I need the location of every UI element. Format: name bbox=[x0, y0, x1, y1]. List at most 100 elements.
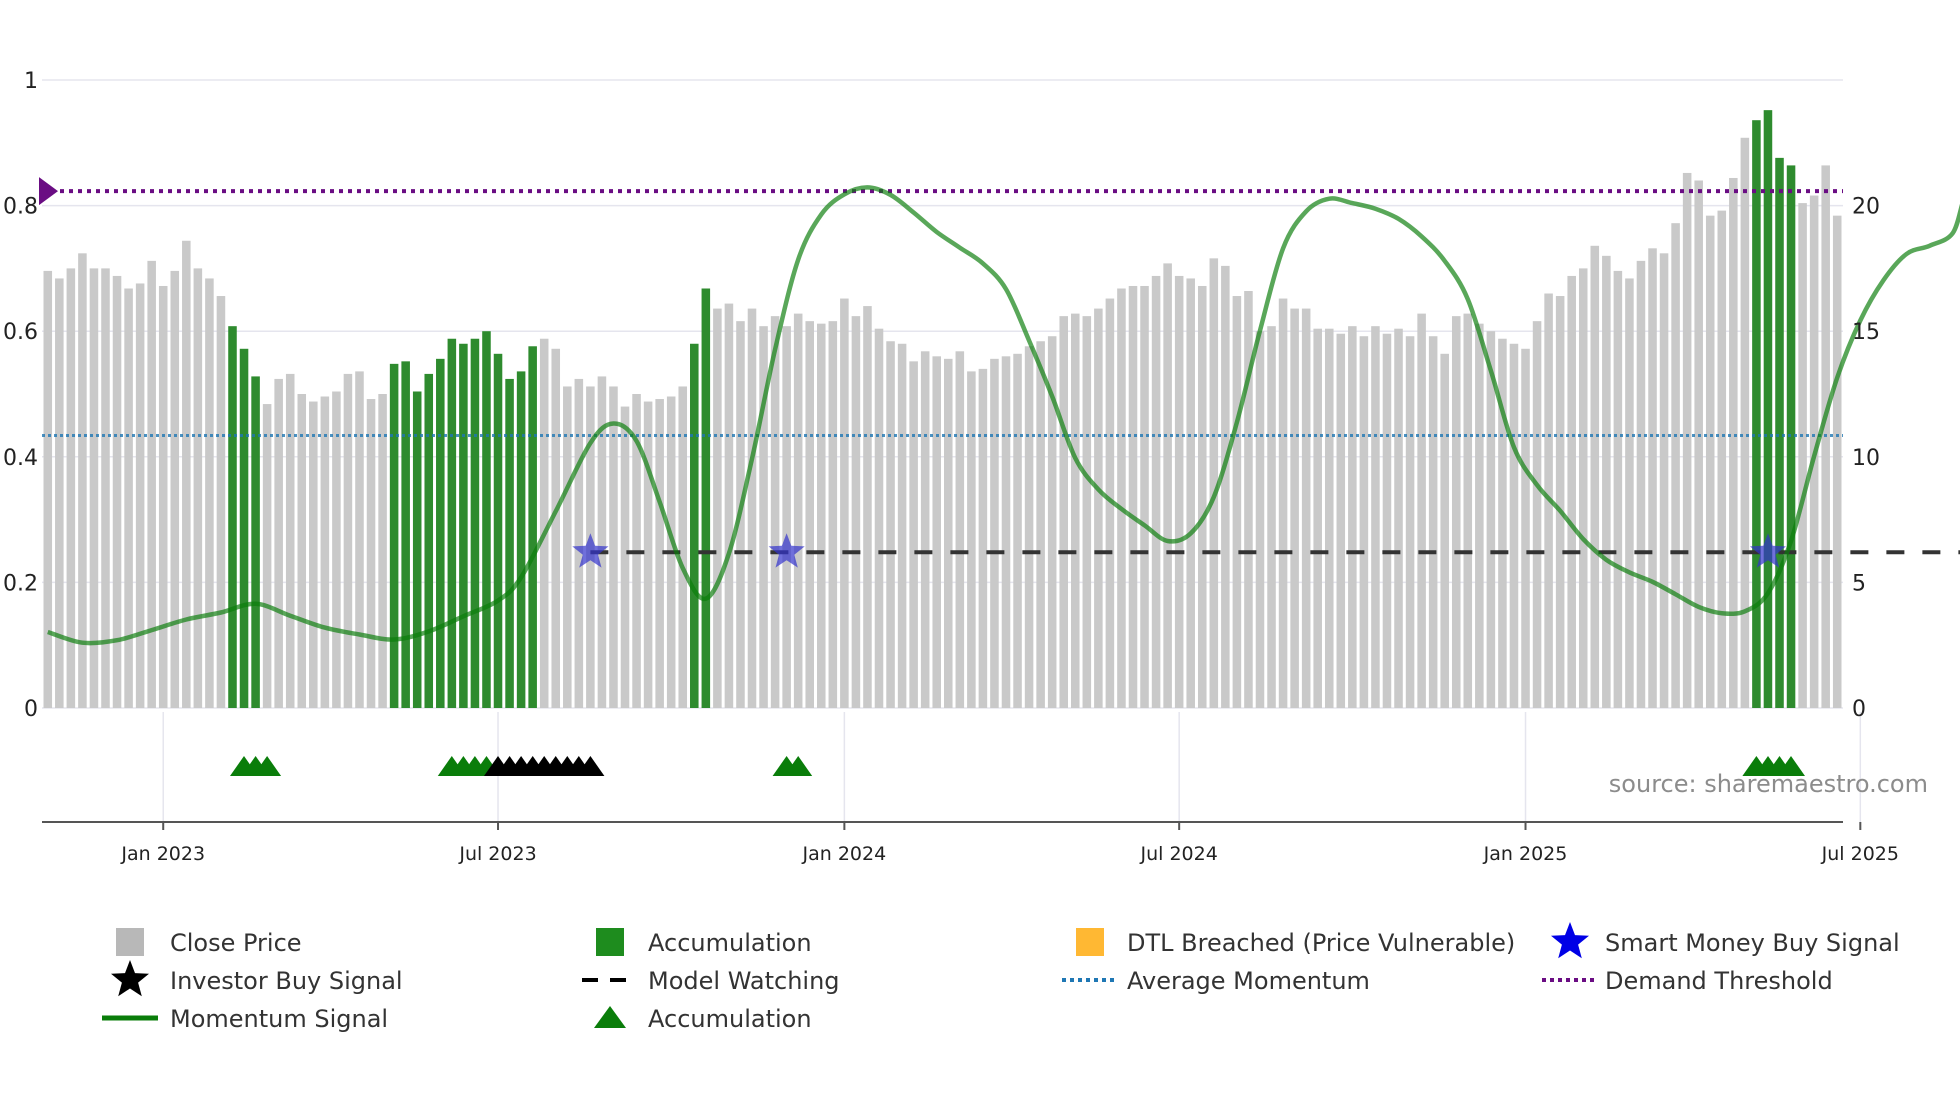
legend-swatch bbox=[596, 928, 624, 956]
close-price-bar bbox=[770, 316, 780, 708]
close-price-bar bbox=[828, 321, 838, 708]
close-price-bar bbox=[1648, 248, 1657, 708]
close-price-bar bbox=[1509, 343, 1519, 708]
smart-money-buy-star bbox=[1749, 533, 1786, 568]
close-price-bar bbox=[1105, 298, 1115, 708]
left-axis-tick: 1 bbox=[24, 69, 38, 94]
close-price-bar bbox=[793, 313, 803, 708]
close-price-bar bbox=[1301, 308, 1311, 708]
right-axis-tick: 0 bbox=[1852, 697, 1866, 722]
close-price-bar bbox=[1013, 353, 1022, 708]
close-price-bar bbox=[1717, 210, 1727, 708]
legend-swatch bbox=[1076, 928, 1104, 956]
accumulation-bar bbox=[1763, 110, 1773, 709]
close-price-bar bbox=[747, 308, 757, 708]
momentum-signal-line bbox=[47, 185, 1960, 646]
close-price-bar bbox=[678, 386, 688, 708]
close-price-bar bbox=[1659, 253, 1669, 708]
close-price-bar bbox=[782, 326, 791, 708]
legend-item: Model Watching bbox=[582, 967, 840, 995]
close-price-bar bbox=[1740, 137, 1750, 708]
close-price-bar bbox=[1070, 313, 1080, 708]
close-price-bar bbox=[1128, 285, 1138, 708]
close-price-bar bbox=[920, 351, 930, 708]
legend-star-icon bbox=[1551, 922, 1589, 959]
close-price-bar bbox=[1451, 316, 1461, 708]
x-axis: Jan 2023 Jul 2023 Jan 2024 Jul 2024 Jan 2025… bbox=[42, 821, 1899, 865]
accumulation-bar bbox=[412, 391, 422, 708]
close-price-bar bbox=[1163, 263, 1172, 708]
close-price-bar bbox=[886, 341, 895, 708]
close-price-bar bbox=[1001, 356, 1011, 708]
close-price-bar bbox=[66, 268, 76, 708]
legend-swatch bbox=[116, 928, 144, 956]
accumulation-bar bbox=[482, 331, 491, 708]
close-price-bar bbox=[1174, 275, 1184, 708]
left-axis-tick: 0.4 bbox=[3, 446, 38, 471]
close-price-bar bbox=[897, 343, 907, 708]
close-price-bar bbox=[1578, 268, 1588, 708]
legend-item: DTL Breached (Price Vulnerable) bbox=[1076, 928, 1515, 957]
legend-item: Close Price bbox=[116, 928, 302, 957]
close-price-bar bbox=[944, 358, 953, 708]
close-price-bar bbox=[609, 386, 618, 708]
demand-threshold-marker bbox=[39, 177, 58, 206]
close-price-bar bbox=[366, 399, 376, 708]
legend-label: Investor Buy Signal bbox=[170, 967, 403, 995]
close-price-bar bbox=[1682, 172, 1692, 709]
accumulation-bar bbox=[239, 348, 249, 708]
close-price-bar bbox=[563, 386, 572, 708]
close-price-bar bbox=[978, 368, 988, 708]
x-axis-tick-label: Jul 2024 bbox=[1140, 843, 1218, 865]
accumulation-bar bbox=[459, 343, 468, 708]
legend-item: Demand Threshold bbox=[1542, 967, 1833, 995]
close-price-bar bbox=[1336, 333, 1346, 708]
close-price-bar bbox=[1428, 336, 1438, 708]
right-axis-tick: 10 bbox=[1852, 446, 1880, 471]
accumulation-bar bbox=[424, 373, 434, 708]
close-price-bar bbox=[1486, 331, 1496, 708]
close-price-bar bbox=[1359, 336, 1369, 708]
close-price-bar bbox=[320, 396, 330, 708]
x-axis-tick-label: Jul 2025 bbox=[1821, 843, 1899, 865]
close-price-bar bbox=[1036, 341, 1045, 708]
close-price-bar bbox=[1694, 180, 1703, 709]
close-price-bar bbox=[1555, 296, 1565, 708]
close-price-bar bbox=[1590, 245, 1600, 709]
grid-lines bbox=[42, 79, 1862, 822]
accumulation-bar bbox=[436, 358, 445, 708]
accumulation-triangle bbox=[253, 756, 282, 776]
accumulation-bar bbox=[528, 346, 537, 708]
close-price-bar bbox=[1094, 308, 1103, 708]
close-price-bar bbox=[1405, 336, 1415, 708]
right-axis-tick: 5 bbox=[1852, 571, 1866, 596]
accumulation-bar bbox=[1752, 120, 1761, 708]
close-price-bar bbox=[1382, 333, 1392, 708]
close-price-bar bbox=[539, 338, 549, 708]
close-price-bar bbox=[1625, 278, 1634, 708]
close-price-bar bbox=[805, 321, 815, 708]
close-price-bar bbox=[1324, 328, 1334, 708]
accumulation-bar bbox=[251, 376, 260, 708]
close-price-bar bbox=[101, 268, 110, 708]
close-price-bar bbox=[713, 308, 722, 708]
legend-label: Close Price bbox=[170, 929, 302, 957]
accumulation-bar bbox=[228, 326, 237, 708]
smart-money-buy-star bbox=[572, 533, 609, 568]
close-price-bar bbox=[759, 326, 768, 708]
accumulation-bar bbox=[1775, 157, 1784, 708]
close-price-bar bbox=[124, 288, 133, 708]
close-price-bar bbox=[1417, 313, 1426, 708]
close-price-bar bbox=[1117, 288, 1126, 708]
right-y-axis: 0 5 10 15 20 bbox=[1852, 195, 1880, 722]
accumulation-bar bbox=[389, 363, 399, 708]
close-price-bar bbox=[1290, 308, 1299, 708]
legend-item: Smart Money Buy Signal bbox=[1551, 922, 1900, 959]
close-price-bar bbox=[158, 285, 168, 708]
close-price-bar bbox=[78, 253, 87, 708]
close-price-bar bbox=[216, 296, 226, 708]
close-price-bar bbox=[1613, 270, 1623, 708]
close-price-bar bbox=[193, 268, 203, 708]
close-price-bar bbox=[1221, 265, 1230, 708]
accumulation-bar bbox=[401, 361, 410, 708]
